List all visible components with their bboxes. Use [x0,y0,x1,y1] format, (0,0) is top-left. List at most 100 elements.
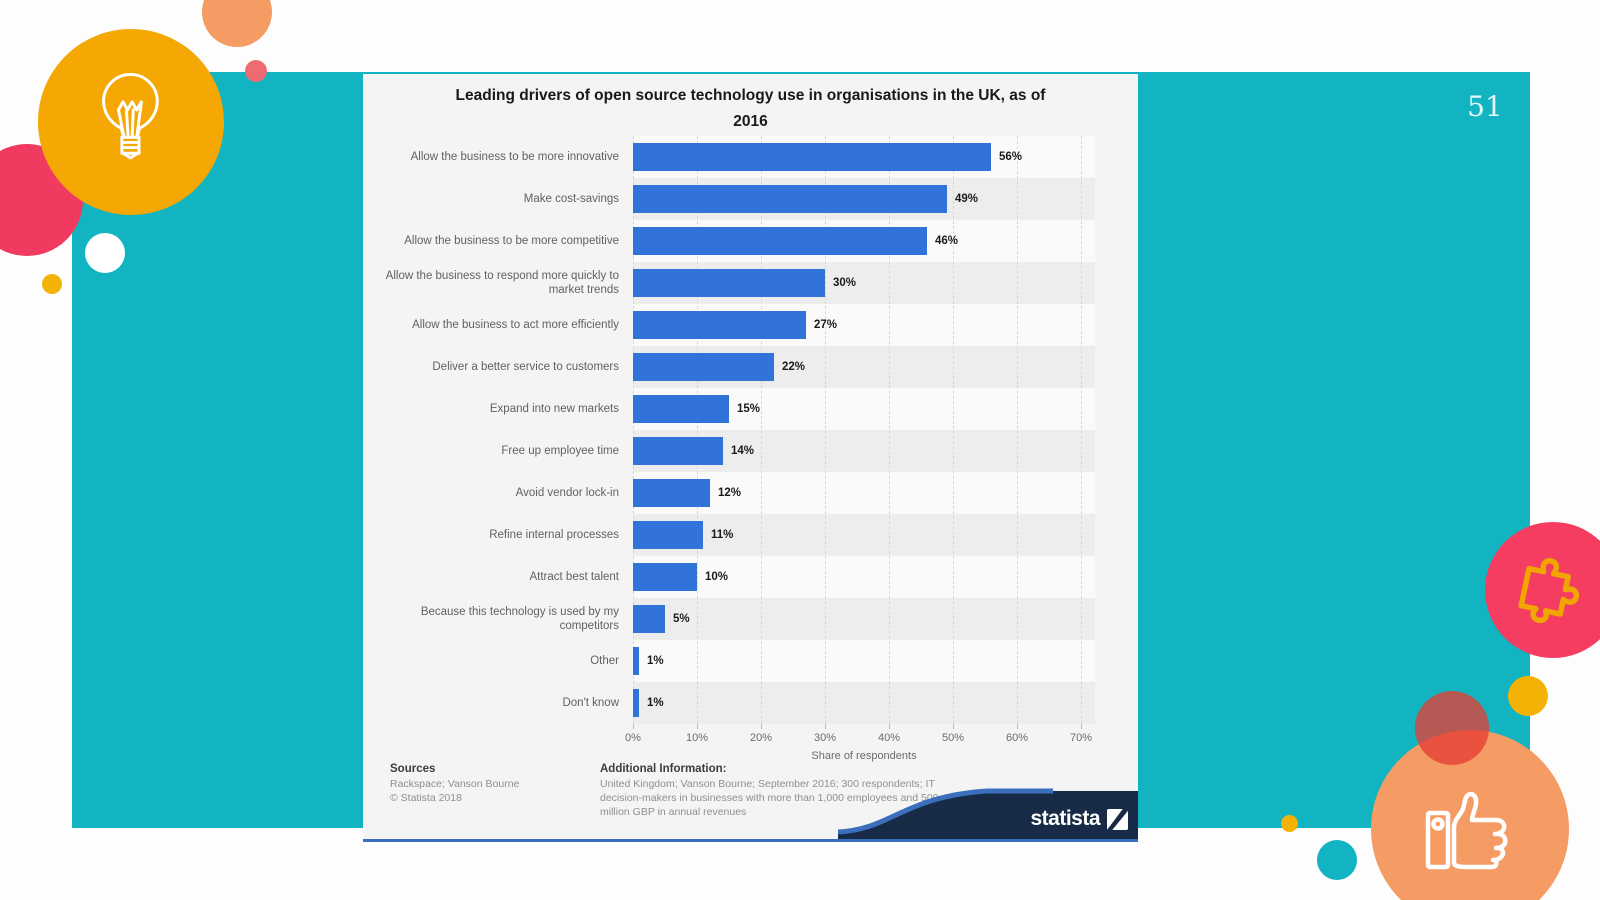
category-label: Deliver a better service to customers [432,361,619,373]
chart-title-line1: Leading drivers of open source technolog… [455,87,1046,104]
axis-tick [825,724,826,729]
bar [633,311,806,339]
puzzle-icon [1503,538,1600,643]
row-stripe [633,556,1095,598]
category-label: Avoid vendor lock-in [515,487,619,499]
statista-brand-text: statista [1030,807,1100,830]
value-label: 1% [647,697,664,709]
category-label: Allow the business to respond more quick… [385,270,619,296]
sources-line-1: Rackspace; Vanson Bourne [390,778,520,790]
additional-info-line-3: million GBP in annual revenues [600,806,747,818]
gridline [697,136,698,724]
decor-circle-red-translucent [1415,691,1489,765]
bar [633,143,991,171]
bar [633,353,774,381]
x-tick-label: 0% [625,732,641,744]
x-axis-label: Share of respondents [811,750,917,762]
category-label: Allow the business to be more competitiv… [404,235,619,247]
value-label: 27% [814,319,838,331]
value-label: 10% [705,571,729,583]
bar [633,521,703,549]
category-label: Free up employee time [501,445,619,457]
category-label: Refine internal processes [489,529,619,541]
axis-tick [1017,724,1018,729]
thumbs-up-icon [1418,785,1522,882]
category-label: Allow the business to act more efficient… [412,319,619,331]
x-tick-label: 70% [1069,732,1093,744]
value-label: 22% [782,361,806,373]
sources-title: Sources [390,763,436,775]
category-label: Because this technology is used by my co… [420,606,619,632]
decor-circle-yellow-dot-left [42,274,62,294]
additional-info-title: Additional Information: [600,763,727,775]
x-tick-label: 20% [749,732,773,744]
value-label: 46% [935,235,959,247]
row-stripe [633,514,1095,556]
value-label: 15% [737,403,761,415]
value-label: 12% [718,487,742,499]
bar [633,395,729,423]
category-label: Make cost-savings [523,193,619,205]
axis-tick [953,724,954,729]
bar [633,689,639,717]
decor-circle-pink-puzzle [1485,522,1600,658]
category-label: Don't know [562,697,619,709]
bar [633,185,947,213]
statista-chart-panel: Leading drivers of open source technolog… [363,74,1138,842]
x-tick-label: 10% [685,732,709,744]
sources-block: Sources Rackspace; Vanson Bourne © Stati… [390,762,519,805]
additional-info-block: Additional Information: United Kingdom; … [600,762,939,819]
x-tick-label: 60% [1005,732,1029,744]
bar-chart-plot: 0% 10% 20% 30% 40% 50% 60% 70% Allow the busines… [363,74,1138,839]
gridline [1081,136,1082,724]
x-tick-label: 40% [877,732,901,744]
decor-circle-yellow-dot-bottom [1281,815,1298,832]
axis-tick [1081,724,1082,729]
value-label: 30% [833,277,857,289]
gridline [1017,136,1018,724]
axis-tick [633,724,634,729]
value-label: 56% [999,151,1023,163]
value-label: 11% [711,529,734,541]
x-tick-label: 50% [941,732,965,744]
bar [633,479,710,507]
page-number: 51 [1467,90,1503,123]
decor-circle-teal-dot-bottom [1317,840,1357,880]
category-label: Attract best talent [529,571,620,583]
gridline [889,136,890,724]
bar [633,647,639,675]
category-label: Expand into new markets [489,403,619,415]
x-tick-label: 30% [813,732,837,744]
row-stripe [633,640,1095,682]
statista-logo-icon [1107,808,1128,830]
value-label: 1% [647,655,664,667]
decor-circle-yellow [38,29,224,215]
wave-shape [837,788,1138,839]
lightbulb-icon [84,60,178,178]
row-stripe [633,682,1095,724]
bar [633,269,825,297]
category-label: Allow the business to be more innovative [410,151,619,163]
row-stripe [633,598,1095,640]
value-label: 49% [955,193,979,205]
axis-tick [697,724,698,729]
gridline [953,136,954,724]
value-label: 5% [673,613,690,625]
bar [633,227,927,255]
statista-footer-wave: statista [837,776,1138,839]
sources-line-2: © Statista 2018 [390,792,462,804]
chart-title-line2: 2016 [733,113,768,130]
bar [633,605,665,633]
gridline [761,136,762,724]
axis-tick [889,724,890,729]
gridline [633,136,634,724]
category-label: Other [590,655,619,667]
gridline [825,136,826,724]
decor-circle-yellow-dot-right [1508,676,1548,716]
decor-circle-salmon-dot [245,60,267,82]
additional-info-line-2: decision-makers in businesses with more … [600,792,939,804]
decor-circle-white-dot [85,233,125,273]
value-label: 14% [731,445,755,457]
bar [633,437,723,465]
